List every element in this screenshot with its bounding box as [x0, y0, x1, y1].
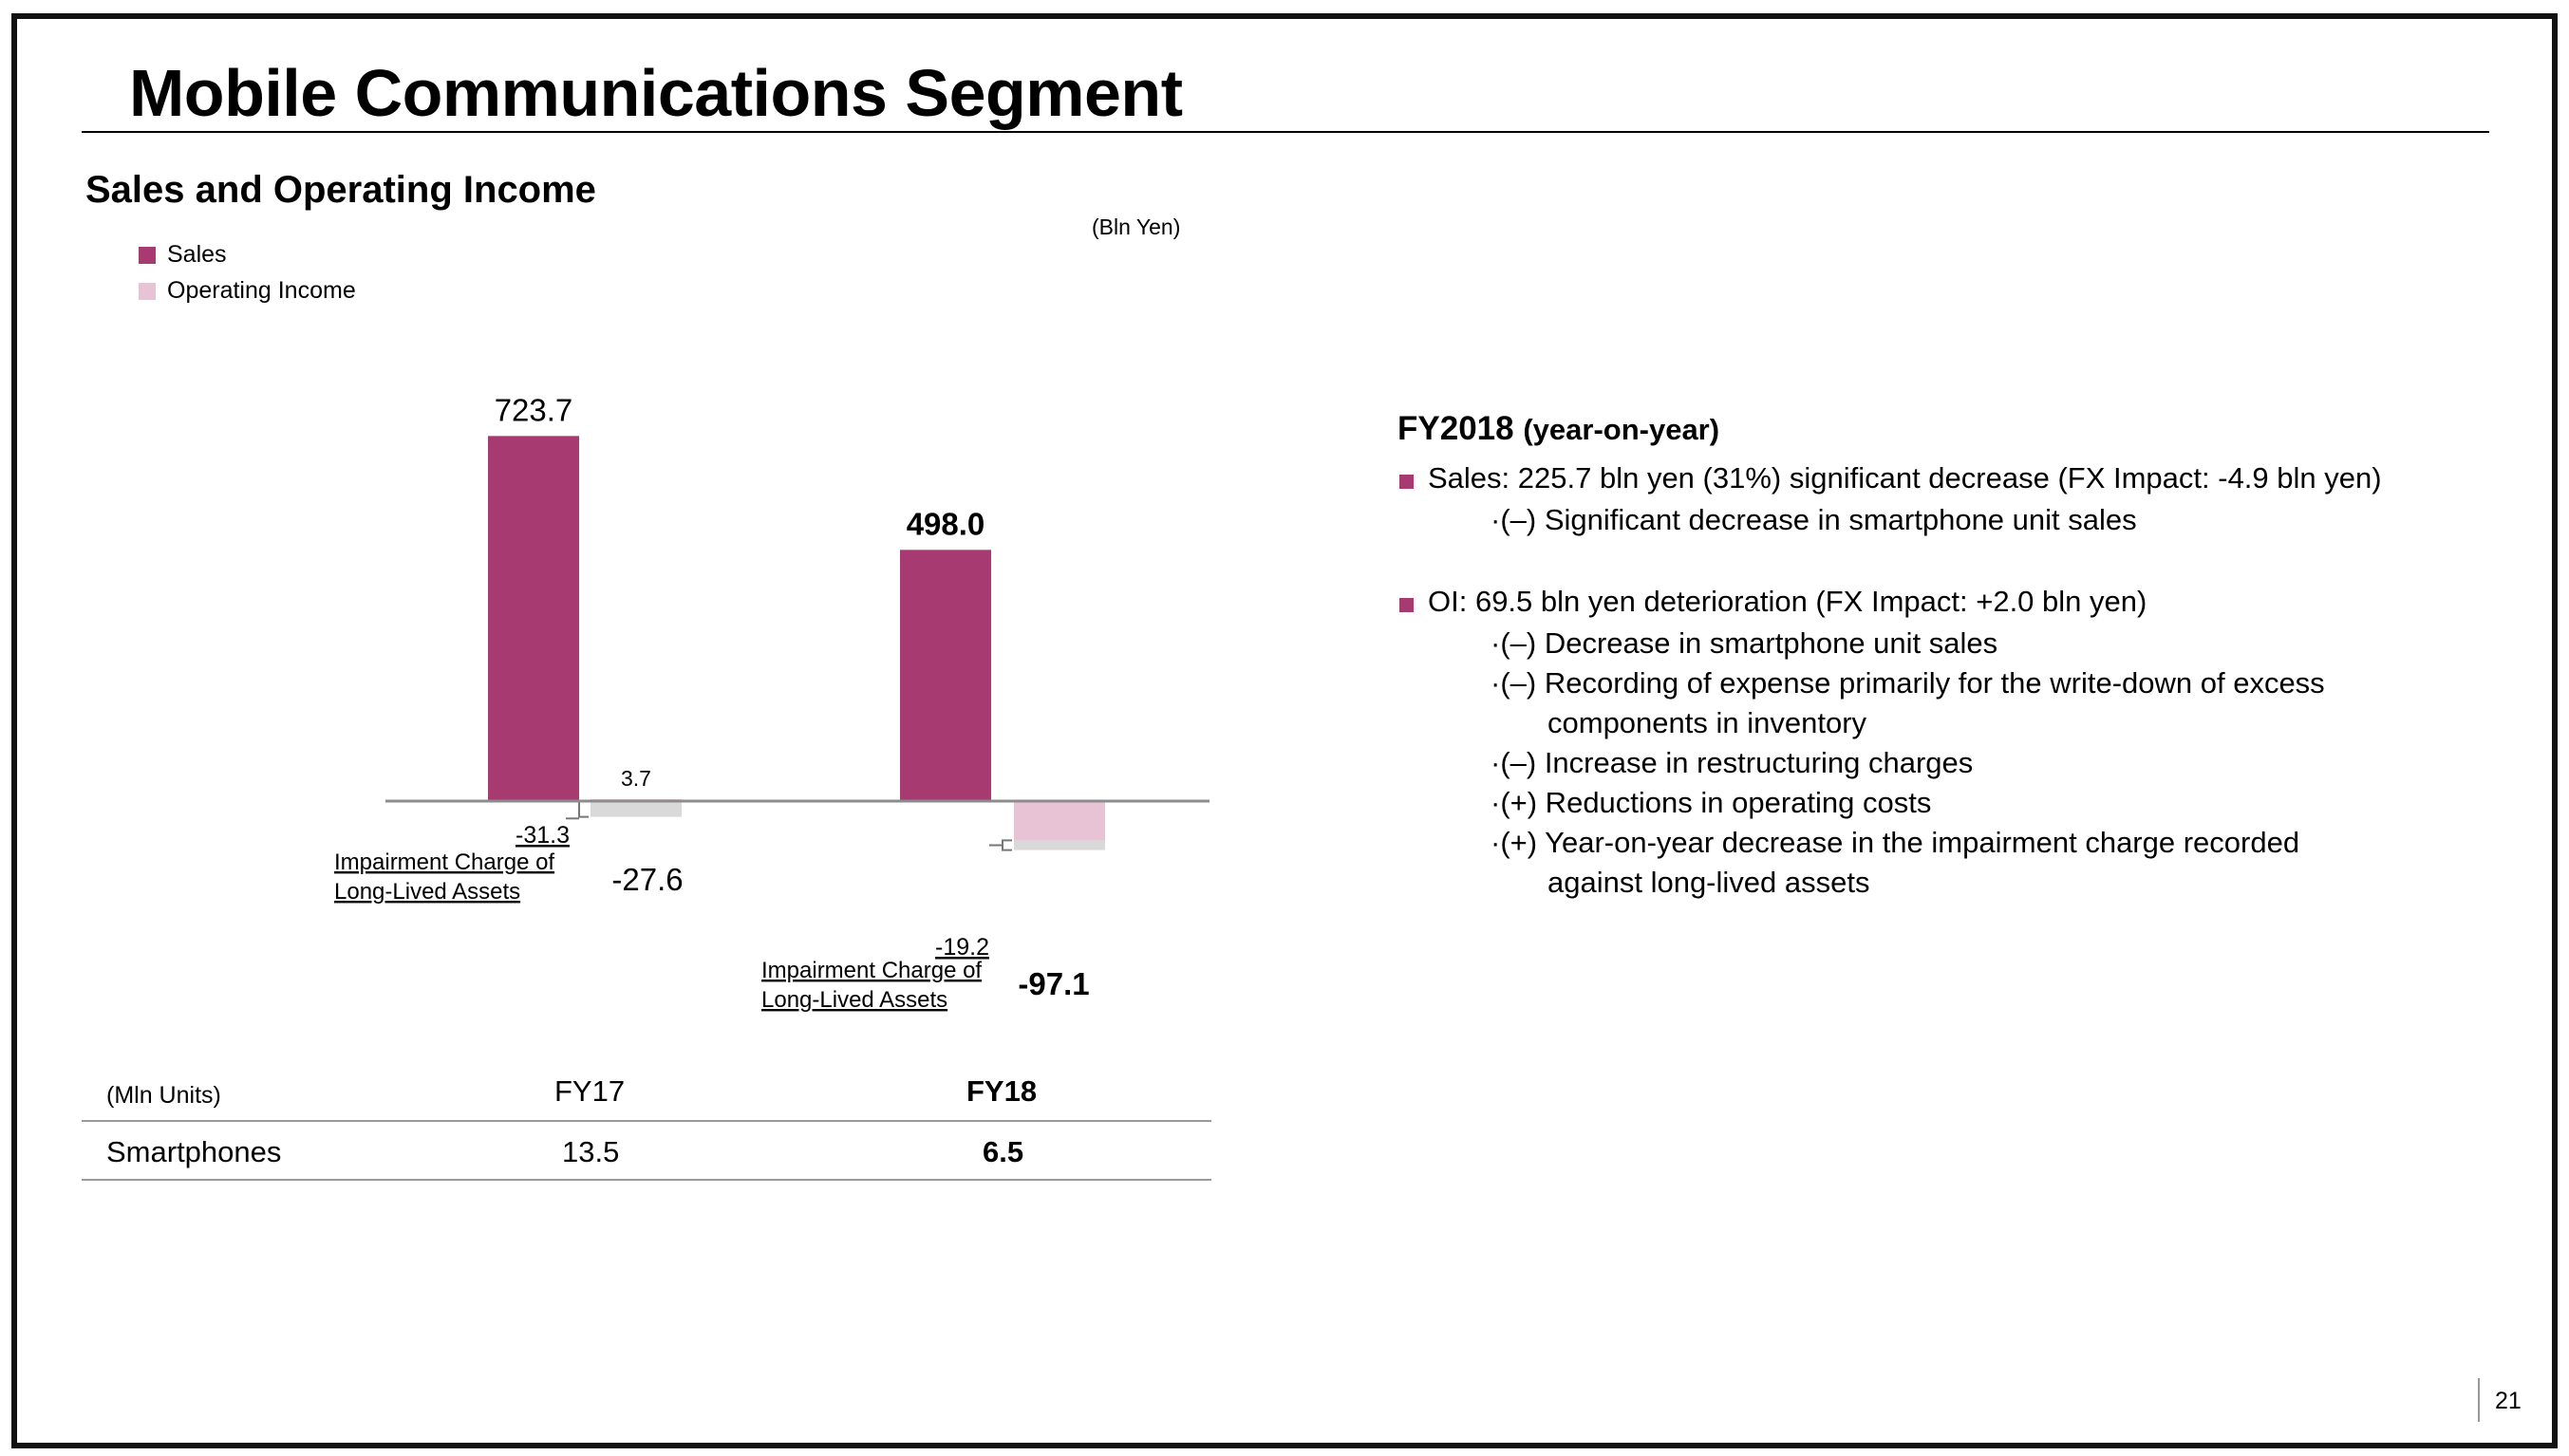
sub-bullet-text: components in inventory: [1547, 706, 1867, 739]
oi-bar-fy18: [1014, 801, 1105, 841]
table-cell-fy18: 6.5: [983, 1135, 1024, 1168]
impairment-label-fy17: -31.3: [516, 822, 570, 849]
page-number: 21: [2495, 1388, 2522, 1414]
impairment-bar-fy18: [1014, 840, 1105, 850]
table-col-fy17: FY17: [554, 1074, 626, 1108]
slide-frame: [11, 13, 2558, 1448]
sub-bullet-text: ·(+) Reductions in operating costs: [1491, 786, 1932, 819]
chart-subtitle: Sales and Operating Income: [85, 169, 596, 211]
bullet-text: Sales: 225.7 bln yen (31%) significant d…: [1428, 461, 2382, 495]
commentary-heading: FY2018 (year-on-year): [1397, 410, 1719, 448]
slide-title: Mobile Communications Segment: [129, 56, 1183, 130]
sub-bullet-text: ·(–) Decrease in smartphone unit sales: [1491, 626, 1998, 660]
sales-label-fy18: 498.0: [907, 506, 985, 541]
impairment-annotation-line1-fy17: Impairment Charge of: [334, 849, 554, 875]
sub-bullet-text: ·(+) Year-on-year decrease in the impair…: [1491, 826, 2300, 859]
heading-year: FY2018: [1397, 410, 1514, 447]
sales-bar-fy17: [488, 436, 579, 801]
impairment-bar-fy17: [591, 801, 682, 817]
sub-bullet-text: ·(–) Increase in restructuring charges: [1491, 746, 1974, 779]
impairment-annotation-line2-fy17: Long-Lived Assets: [334, 879, 520, 905]
title-underline: [82, 131, 2489, 133]
table-bottom-rule: [82, 1179, 1211, 1181]
sub-bullet-text: ·(–) Recording of expense primarily for …: [1491, 666, 2325, 700]
oi-ex-label-fy17: 3.7: [621, 766, 651, 791]
table-cell-fy17: 13.5: [562, 1135, 620, 1168]
bullet-text: OI: 69.5 bln yen deterioration (FX Impac…: [1428, 585, 2147, 618]
heading-paren: (year-on-year): [1523, 413, 1720, 446]
chart-unit: (Bln Yen): [1092, 215, 1181, 239]
legend-swatch-sales: [139, 246, 156, 264]
table-unit-label: (Mln Units): [106, 1082, 221, 1109]
impairment-bracket-fy18: [1002, 839, 1012, 851]
legend-swatch-operating-income: [139, 282, 156, 300]
sub-bullet-text: against long-lived assets: [1547, 866, 1870, 899]
page-number-divider: [2478, 1378, 2480, 1422]
impairment-label-fy18: -19.2: [935, 934, 989, 961]
bullet-marker: [1399, 598, 1414, 612]
legend-label-operating-income: Operating Income: [167, 277, 356, 304]
table-header-rule: [82, 1120, 1211, 1122]
impairment-bracket-fy17: [578, 800, 589, 818]
legend-item-operating-income: Operating Income: [139, 277, 356, 305]
impairment-annotation-line1-fy18: Impairment Charge of: [761, 958, 982, 983]
oi-label-fy17: -27.6: [611, 862, 683, 897]
legend-label-sales: Sales: [167, 241, 227, 268]
legend-item-sales: Sales: [139, 241, 227, 269]
bullet-marker: [1399, 475, 1414, 489]
sales-bar-fy18: [900, 550, 991, 801]
sales-label-fy17: 723.7: [495, 392, 573, 427]
impairment-annotation-line2-fy18: Long-Lived Assets: [761, 987, 947, 1013]
table-row-label: Smartphones: [106, 1135, 282, 1168]
table-col-fy18: FY18: [966, 1074, 1038, 1108]
oi-label-fy18: -97.1: [1018, 966, 1089, 1001]
sub-bullet-text: ·(–) Significant decrease in smartphone …: [1491, 503, 2137, 536]
